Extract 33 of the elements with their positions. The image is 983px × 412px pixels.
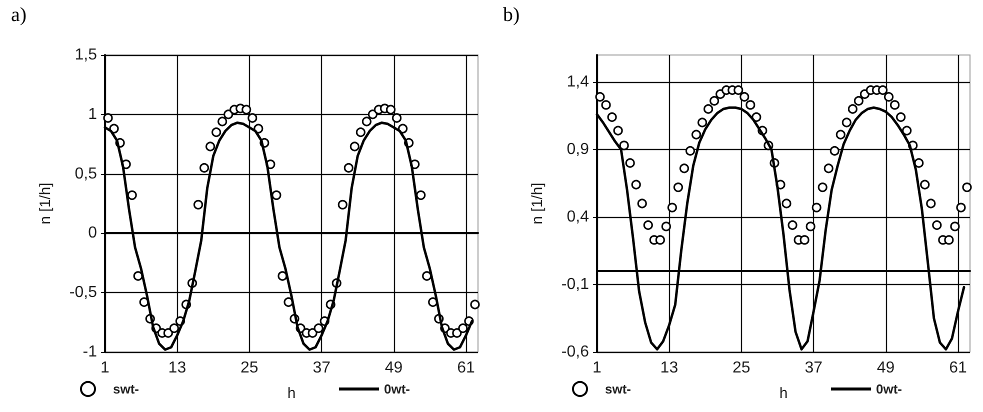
x-axis-title: h xyxy=(287,385,296,402)
y-tick-label: 0 xyxy=(88,224,98,242)
x-tick-label: 25 xyxy=(240,360,258,376)
x-tick-label: 37 xyxy=(804,360,822,376)
x-tick-label: 49 xyxy=(384,360,403,376)
x-tick-label: 49 xyxy=(876,360,894,376)
chart-title: a) xyxy=(11,4,27,26)
y-tick-label: 0,4 xyxy=(566,208,589,226)
legend-label: 0wt- xyxy=(876,382,902,396)
legend-label: swt- xyxy=(604,382,630,396)
x-tick-label: 61 xyxy=(948,360,966,376)
y-tick-label: 0,5 xyxy=(74,165,98,182)
legend-label: 0wt- xyxy=(384,382,410,396)
y-tick-label: 1,5 xyxy=(74,46,98,64)
x-axis-title: h xyxy=(778,385,788,402)
y-axis-title: n [1/h] xyxy=(528,182,546,224)
y-tick-label: 1 xyxy=(88,106,98,123)
x-tick-label: 13 xyxy=(660,360,678,376)
y-axis-title: n [1/h] xyxy=(37,182,54,224)
y-tick-label: -0,5 xyxy=(69,284,98,302)
y-tick-label: -0,1 xyxy=(560,276,589,293)
x-tick-label: 1 xyxy=(592,360,602,376)
chart-title: b) xyxy=(502,4,520,26)
y-tick-label: 1,4 xyxy=(566,74,589,90)
x-tick-label: 25 xyxy=(732,360,750,376)
x-tick-label: 1 xyxy=(100,360,110,376)
y-tick-label: -1 xyxy=(82,344,98,360)
y-tick-label: 0,9 xyxy=(566,141,589,158)
x-tick-label: 13 xyxy=(168,360,186,376)
y-tick-label: -0,6 xyxy=(560,344,589,360)
x-tick-label: 37 xyxy=(312,360,331,376)
legend-label: swt- xyxy=(113,382,139,396)
x-tick-label: 61 xyxy=(457,360,475,376)
